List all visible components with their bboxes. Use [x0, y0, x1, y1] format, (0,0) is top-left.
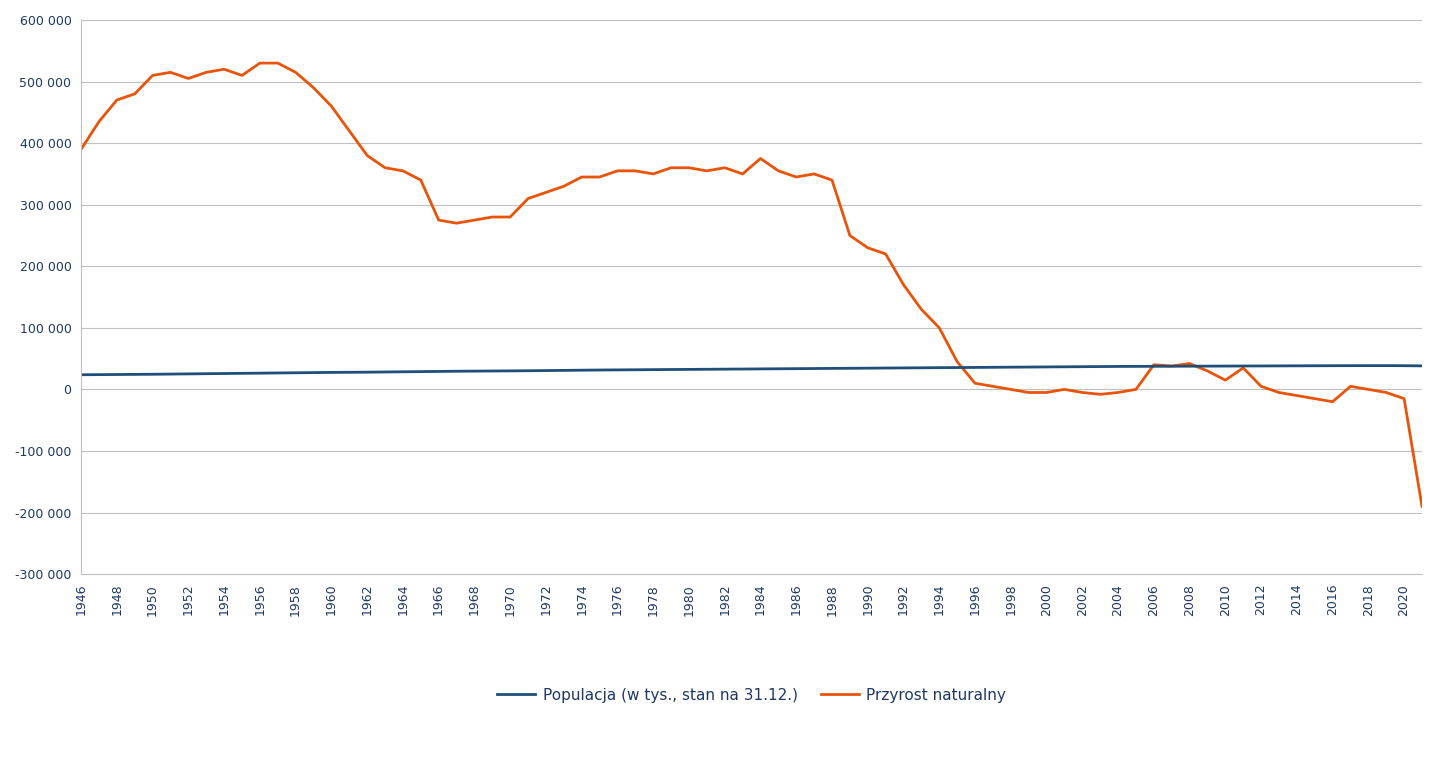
- Populacja (w tys., stan na 31.12.): [537, 366, 555, 375]
- Przyrost naturalny: [984, 381, 1002, 391]
- Przyrost naturalny: [251, 58, 269, 68]
- Przyrost naturalny: [555, 181, 572, 191]
- Populacja (w tys., stan na 31.12.): [1414, 361, 1431, 371]
- Przyrost naturalny: [1163, 361, 1180, 371]
- Populacja (w tys., stan na 31.12.): [931, 363, 948, 372]
- Przyrost naturalny: [198, 68, 216, 77]
- Przyrost naturalny: [787, 172, 805, 181]
- Przyrost naturalny: [948, 357, 966, 366]
- Przyrost naturalny: [72, 145, 89, 154]
- Populacja (w tys., stan na 31.12.): [198, 369, 216, 378]
- Legend: Populacja (w tys., stan na 31.12.), Przyrost naturalny: Populacja (w tys., stan na 31.12.), Przy…: [490, 681, 1013, 709]
- Populacja (w tys., stan na 31.12.): [1145, 361, 1163, 371]
- Line: Przyrost naturalny: Przyrost naturalny: [80, 63, 1423, 506]
- Populacja (w tys., stan na 31.12.): [1378, 361, 1395, 370]
- Line: Populacja (w tys., stan na 31.12.): Populacja (w tys., stan na 31.12.): [80, 365, 1423, 375]
- Populacja (w tys., stan na 31.12.): [72, 370, 89, 379]
- Przyrost naturalny: [1414, 501, 1431, 511]
- Populacja (w tys., stan na 31.12.): [770, 365, 787, 374]
- Populacja (w tys., stan na 31.12.): [967, 363, 984, 372]
